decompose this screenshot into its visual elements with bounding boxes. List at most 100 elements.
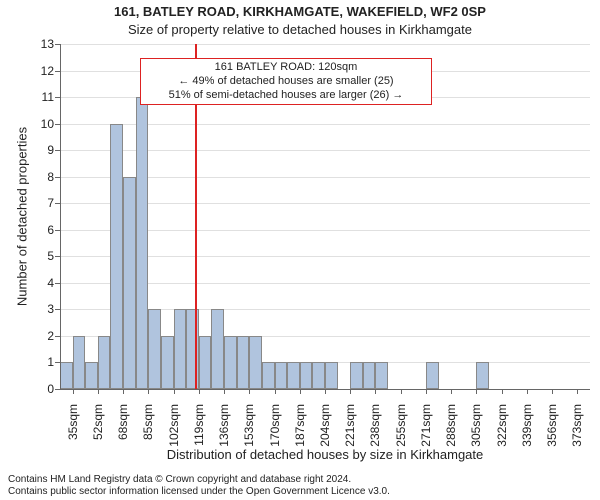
xtick-label: 255sqm (394, 404, 408, 454)
xtick-mark (148, 389, 149, 394)
ytick-mark (55, 256, 60, 257)
xtick-mark (527, 389, 528, 394)
xtick-label: 136sqm (217, 404, 231, 454)
bar (287, 362, 300, 389)
annotation-line1: 161 BATLEY ROAD: 120sqm (147, 61, 425, 75)
ytick-label: 7 (26, 196, 54, 210)
bar (237, 336, 250, 389)
xtick-mark (300, 389, 301, 394)
ytick-label: 8 (26, 170, 54, 184)
bar (249, 336, 262, 389)
ytick-label: 13 (26, 37, 54, 51)
xtick-label: 204sqm (318, 404, 332, 454)
bar (85, 362, 98, 389)
ytick-label: 2 (26, 329, 54, 343)
xtick-mark (451, 389, 452, 394)
bar (300, 362, 313, 389)
bar (476, 362, 489, 389)
bar (426, 362, 439, 389)
bar (199, 336, 212, 389)
ytick-label: 3 (26, 302, 54, 316)
xtick-label: 170sqm (268, 404, 282, 454)
xtick-mark (577, 389, 578, 394)
xtick-label: 119sqm (192, 404, 206, 454)
xtick-label: 238sqm (368, 404, 382, 454)
xtick-label: 85sqm (141, 404, 155, 454)
xtick-label: 68sqm (116, 404, 130, 454)
ytick-mark (55, 336, 60, 337)
bar (73, 336, 86, 389)
annotation-line2: ← 49% of detached houses are smaller (25… (147, 75, 425, 89)
ytick-mark (55, 362, 60, 363)
annotation-box: 161 BATLEY ROAD: 120sqm ← 49% of detache… (140, 58, 432, 105)
xtick-label: 339sqm (520, 404, 534, 454)
xtick-label: 322sqm (495, 404, 509, 454)
xtick-label: 305sqm (469, 404, 483, 454)
xtick-label: 35sqm (66, 404, 80, 454)
ytick-label: 11 (26, 90, 54, 104)
xtick-mark (249, 389, 250, 394)
ytick-label: 1 (26, 355, 54, 369)
xtick-label: 288sqm (444, 404, 458, 454)
ytick-mark (55, 97, 60, 98)
chart-title-sub: Size of property relative to detached ho… (0, 22, 600, 37)
xtick-mark (123, 389, 124, 394)
xtick-mark (552, 389, 553, 394)
bar (325, 362, 338, 389)
bar (148, 309, 161, 389)
bar (312, 362, 325, 389)
ytick-label: 12 (26, 64, 54, 78)
xtick-mark (98, 389, 99, 394)
footer-line1: Contains HM Land Registry data © Crown c… (8, 474, 592, 486)
bar (224, 336, 237, 389)
ytick-mark (55, 203, 60, 204)
xtick-label: 221sqm (343, 404, 357, 454)
bar (60, 362, 73, 389)
ytick-label: 5 (26, 249, 54, 263)
bar (211, 309, 224, 389)
ytick-label: 6 (26, 223, 54, 237)
xtick-mark (224, 389, 225, 394)
y-axis-line (60, 44, 61, 389)
ytick-mark (55, 283, 60, 284)
xtick-mark (350, 389, 351, 394)
ytick-mark (55, 389, 60, 390)
annotation-line3: 51% of semi-detached houses are larger (… (147, 89, 425, 103)
footer-line2: Contains public sector information licen… (8, 486, 592, 498)
xtick-label: 52sqm (91, 404, 105, 454)
xtick-mark (325, 389, 326, 394)
xtick-label: 187sqm (293, 404, 307, 454)
bar (363, 362, 376, 389)
xtick-mark (275, 389, 276, 394)
ytick-label: 9 (26, 143, 54, 157)
xtick-mark (199, 389, 200, 394)
bar (375, 362, 388, 389)
ytick-mark (55, 230, 60, 231)
xtick-mark (426, 389, 427, 394)
xtick-label: 356sqm (545, 404, 559, 454)
xtick-label: 102sqm (167, 404, 181, 454)
bar (98, 336, 111, 389)
bar (161, 336, 174, 389)
ytick-label: 10 (26, 117, 54, 131)
bar (174, 309, 187, 389)
xtick-mark (73, 389, 74, 394)
bar (262, 362, 275, 389)
ytick-mark (55, 124, 60, 125)
xtick-mark (401, 389, 402, 394)
bar (350, 362, 363, 389)
footer-attribution: Contains HM Land Registry data © Crown c… (0, 474, 600, 498)
xtick-mark (502, 389, 503, 394)
grid-line (60, 44, 590, 45)
xtick-mark (174, 389, 175, 394)
ytick-mark (55, 309, 60, 310)
ytick-mark (55, 44, 60, 45)
ytick-mark (55, 71, 60, 72)
ytick-label: 4 (26, 276, 54, 290)
ytick-label: 0 (26, 382, 54, 396)
xtick-label: 271sqm (419, 404, 433, 454)
xtick-label: 373sqm (570, 404, 584, 454)
bar (275, 362, 288, 389)
chart-title-main: 161, BATLEY ROAD, KIRKHAMGATE, WAKEFIELD… (0, 4, 600, 19)
bar (136, 97, 149, 389)
